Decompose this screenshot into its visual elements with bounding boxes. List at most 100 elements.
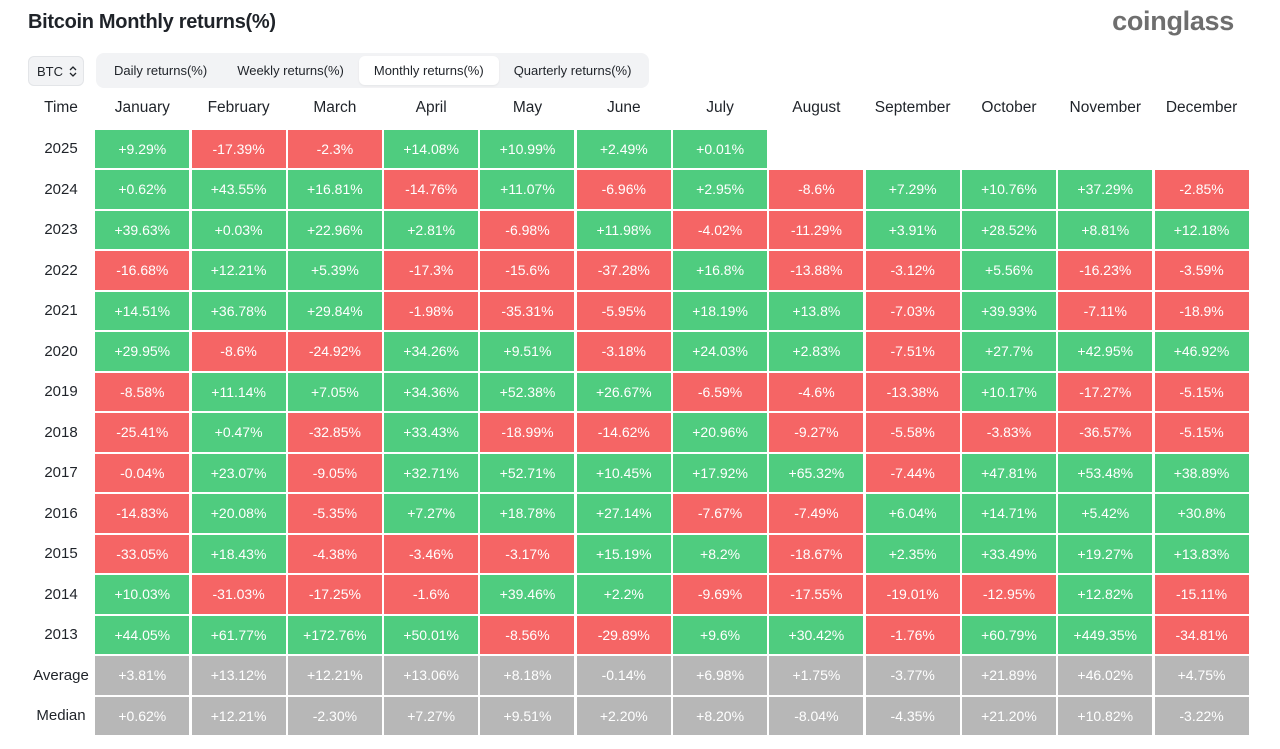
return-cell: -5.95%: [576, 291, 671, 330]
return-cell: +18.19%: [673, 291, 768, 330]
tab-weekly-returns[interactable]: Weekly returns(%): [237, 63, 344, 78]
tab-monthly-returns[interactable]: Monthly returns(%): [358, 56, 499, 85]
year-label: 2020: [44, 342, 78, 360]
return-cell: +7.29%: [865, 170, 960, 209]
return-cell: -5.58%: [865, 413, 960, 452]
return-cell: +12.18%: [1154, 210, 1249, 249]
return-cell: -3.18%: [576, 332, 671, 371]
return-cell: +30.8%: [1154, 494, 1249, 533]
return-cell: +172.76%: [287, 615, 382, 654]
return-cell: +39.46%: [480, 575, 575, 614]
year-label: 2025: [44, 140, 78, 158]
return-cell: -15.11%: [1154, 575, 1249, 614]
stat-cell-average: +4.75%: [1154, 656, 1249, 695]
return-cell: -6.98%: [480, 210, 575, 249]
month-header-december: December: [1165, 99, 1238, 117]
stat-cell-median: +12.21%: [191, 696, 286, 735]
return-cell: -33.05%: [95, 534, 190, 573]
return-cell: +34.36%: [384, 372, 479, 411]
return-cell: +10.45%: [576, 453, 671, 492]
return-cell: -16.68%: [95, 251, 190, 290]
return-cell: +0.47%: [191, 413, 286, 452]
return-cell: +12.21%: [191, 251, 286, 290]
return-cell: +9.51%: [480, 332, 575, 371]
return-cell: -7.51%: [865, 332, 960, 371]
return-cell: +36.78%: [191, 291, 286, 330]
return-cell: +50.01%: [384, 615, 479, 654]
returns-period-tabs: Daily returns(%) Weekly returns(%) Month…: [96, 53, 650, 88]
return-cell: -18.9%: [1154, 291, 1249, 330]
return-cell: +5.42%: [1058, 494, 1153, 533]
return-cell: -7.49%: [769, 494, 864, 533]
return-cell: +8.2%: [673, 534, 768, 573]
year-label: 2018: [44, 423, 78, 441]
return-cell: -29.89%: [576, 615, 671, 654]
return-cell: -0.04%: [95, 453, 190, 492]
stat-cell-median: +7.27%: [384, 696, 479, 735]
stat-cell-average: +3.81%: [95, 656, 190, 695]
year-label: 2015: [44, 545, 78, 563]
return-cell: +18.43%: [191, 534, 286, 573]
return-cell: +6.04%: [865, 494, 960, 533]
returns-table: Time January February March April May June July…: [28, 88, 1250, 736]
return-cell: +16.81%: [287, 170, 382, 209]
return-cell: -14.83%: [95, 494, 190, 533]
return-cell: -9.05%: [287, 453, 382, 492]
return-cell: +18.78%: [480, 494, 575, 533]
tab-quarterly-returns[interactable]: Quarterly returns(%): [513, 63, 632, 78]
return-cell: +0.03%: [191, 210, 286, 249]
return-cell: -3.46%: [384, 534, 479, 573]
return-cell: -5.35%: [287, 494, 382, 533]
return-cell: +12.82%: [1058, 575, 1153, 614]
return-cell: -8.6%: [191, 332, 286, 371]
return-cell: +33.49%: [961, 534, 1056, 573]
return-cell: -13.38%: [865, 372, 960, 411]
month-header-august: August: [792, 99, 841, 117]
return-cell: -11.29%: [769, 210, 864, 249]
return-cell: -7.11%: [1058, 291, 1153, 330]
return-cell: +11.07%: [480, 170, 575, 209]
return-cell: -19.01%: [865, 575, 960, 614]
return-cell: -37.28%: [576, 251, 671, 290]
return-cell: +46.92%: [1154, 332, 1249, 371]
return-cell: +10.99%: [480, 129, 575, 168]
stat-cell-average: +21.89%: [961, 656, 1056, 695]
return-cell: -7.44%: [865, 453, 960, 492]
return-cell: -5.15%: [1154, 372, 1249, 411]
return-cell: +11.98%: [576, 210, 671, 249]
return-cell: +14.51%: [95, 291, 190, 330]
return-cell: +20.08%: [191, 494, 286, 533]
return-cell: -18.67%: [769, 534, 864, 573]
return-cell: +0.62%: [95, 170, 190, 209]
return-cell: +7.27%: [384, 494, 479, 533]
month-header-february: February: [207, 99, 270, 117]
stat-cell-median: +21.20%: [961, 696, 1056, 735]
brand-logo: coinglass: [1112, 6, 1234, 36]
return-cell: +13.8%: [769, 291, 864, 330]
return-cell: -8.56%: [480, 615, 575, 654]
return-cell: +27.14%: [576, 494, 671, 533]
empty-cell: [962, 130, 1056, 169]
return-cell: -4.6%: [769, 372, 864, 411]
return-cell: +7.05%: [287, 372, 382, 411]
tab-daily-returns[interactable]: Daily returns(%): [114, 63, 208, 78]
page-title: Bitcoin Monthly returns(%): [28, 11, 276, 33]
return-cell: +2.49%: [576, 129, 671, 168]
return-cell: -9.27%: [769, 413, 864, 452]
return-cell: -4.38%: [287, 534, 382, 573]
return-cell: -3.17%: [480, 534, 575, 573]
symbol-select[interactable]: BTC: [28, 56, 84, 86]
return-cell: +449.35%: [1058, 615, 1153, 654]
year-label: 2019: [44, 383, 78, 401]
return-cell: +32.71%: [384, 453, 479, 492]
return-cell: -2.85%: [1154, 170, 1249, 209]
return-cell: -2.3%: [287, 129, 382, 168]
stat-cell-average: -0.14%: [576, 656, 671, 695]
stat-cell-average: +13.12%: [191, 656, 286, 695]
month-header-march: March: [313, 99, 357, 117]
return-cell: +0.01%: [673, 129, 768, 168]
return-cell: +33.43%: [384, 413, 479, 452]
year-label: 2016: [44, 504, 78, 522]
return-cell: +16.8%: [673, 251, 768, 290]
